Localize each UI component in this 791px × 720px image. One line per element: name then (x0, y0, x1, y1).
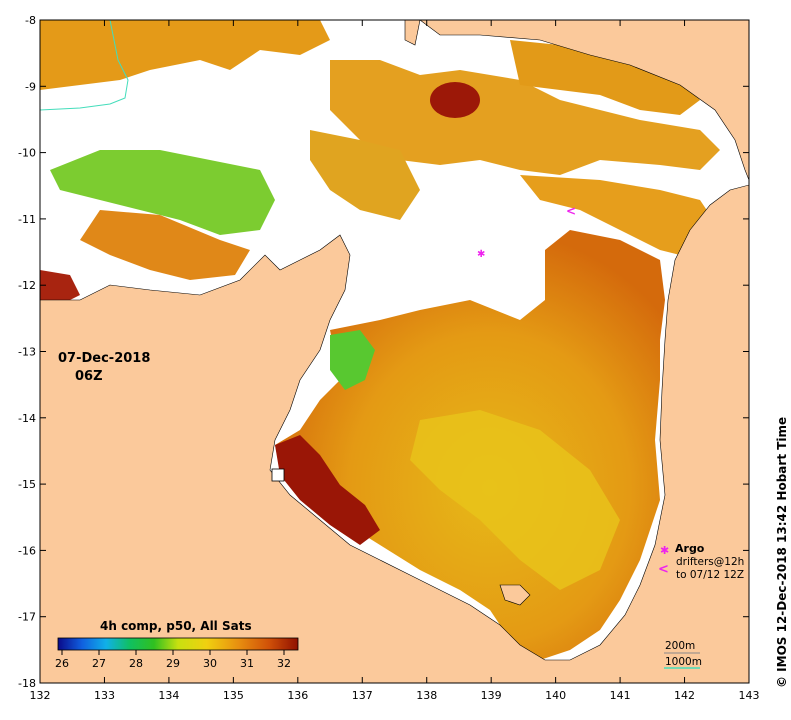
colorbar-tick-label: 31 (240, 657, 254, 670)
x-axis: 132 133 134 135 136 137 138 139 140 141 142 143 (30, 20, 760, 702)
drifter-legend-label-1: drifters@12h (676, 556, 745, 568)
y-tick-label: -10 (18, 147, 36, 160)
colorbar-ticks: 26 27 28 29 30 31 32 (55, 650, 291, 670)
x-tick-label: 138 (416, 689, 437, 702)
colorbar-tick-label: 30 (203, 657, 217, 670)
x-tick-label: 132 (30, 689, 51, 702)
sst-patch-north-central (330, 60, 720, 175)
y-tick-label: -14 (18, 412, 36, 425)
y-tick-label: -18 (18, 677, 36, 690)
sst-patch-mid-north (310, 130, 420, 220)
y-tick-label: -17 (18, 611, 36, 624)
drifter-marker: < (566, 204, 576, 218)
x-tick-label: 139 (481, 689, 502, 702)
sst-patch-west-orange (80, 210, 250, 280)
y-tick-label: -9 (25, 80, 36, 93)
x-tick-label: 140 (545, 689, 566, 702)
x-tick-label: 142 (674, 689, 695, 702)
y-tick-label: -8 (25, 14, 36, 27)
sst-patch-west-green (50, 150, 275, 235)
x-tick-label: 137 (352, 689, 373, 702)
map-time-label: 06Z (75, 369, 103, 384)
colorbar-tick-label: 32 (277, 657, 291, 670)
gulf-sst-west-coast-hot (275, 435, 380, 545)
gulf-sst-yellow-core (410, 410, 620, 590)
sst-patch-north-west (40, 20, 330, 90)
colorbar-tick-label: 28 (129, 657, 143, 670)
map-area: < ✱ (40, 20, 749, 683)
legend-200m-label: 200m (665, 640, 696, 652)
drifter-legend-label-2: to 07/12 12Z (676, 569, 745, 581)
map-date-label: 07-Dec-2018 (58, 351, 151, 366)
y-axis: -8 -9 -10 -11 -12 -13 -14 -15 -16 -17 -18 (18, 14, 749, 690)
land-cape-york (419, 20, 749, 181)
x-tick-label: 134 (158, 689, 179, 702)
y-tick-label: -11 (18, 213, 36, 226)
y-tick-label: -16 (18, 544, 36, 557)
sst-patch-east-mid (520, 175, 720, 260)
argo-legend-icon: ✱ (660, 544, 669, 557)
legend-1000m-label: 1000m (665, 656, 702, 668)
x-tick-label: 141 (610, 689, 631, 702)
land-arnhem-land (40, 184, 749, 683)
x-tick-label: 135 (223, 689, 244, 702)
argo-legend-label: Argo (675, 542, 705, 555)
colorbar-tick-label: 29 (166, 657, 180, 670)
colorbar-tick-label: 27 (92, 657, 106, 670)
x-tick-label: 136 (287, 689, 308, 702)
colorbar (57, 637, 299, 651)
gulf-sst-green-west (330, 330, 375, 390)
y-tick-label: -15 (18, 478, 36, 491)
imos-credit: © IMOS 12-Dec-2018 13:42 Hobart Time (775, 416, 789, 688)
x-tick-label: 133 (94, 689, 115, 702)
groote-island-marker (271, 468, 285, 482)
bathy-contour-1000m (40, 20, 129, 111)
x-tick-label: 143 (739, 689, 760, 702)
sst-patch-west-red (40, 270, 80, 305)
sst-patch-north-east (510, 40, 700, 115)
colorbar-title: 4h comp, p50, All Sats (100, 619, 252, 633)
land-new-guinea-south (404, 20, 421, 46)
sst-hot-spot-north (430, 82, 480, 118)
argo-marker: ✱ (477, 249, 485, 260)
y-tick-label: -12 (18, 279, 36, 292)
land-mornington-island (499, 584, 531, 606)
y-tick-label: -13 (18, 346, 36, 359)
drifter-legend-icon: < (658, 562, 669, 577)
colorbar-tick-label: 26 (55, 657, 69, 670)
